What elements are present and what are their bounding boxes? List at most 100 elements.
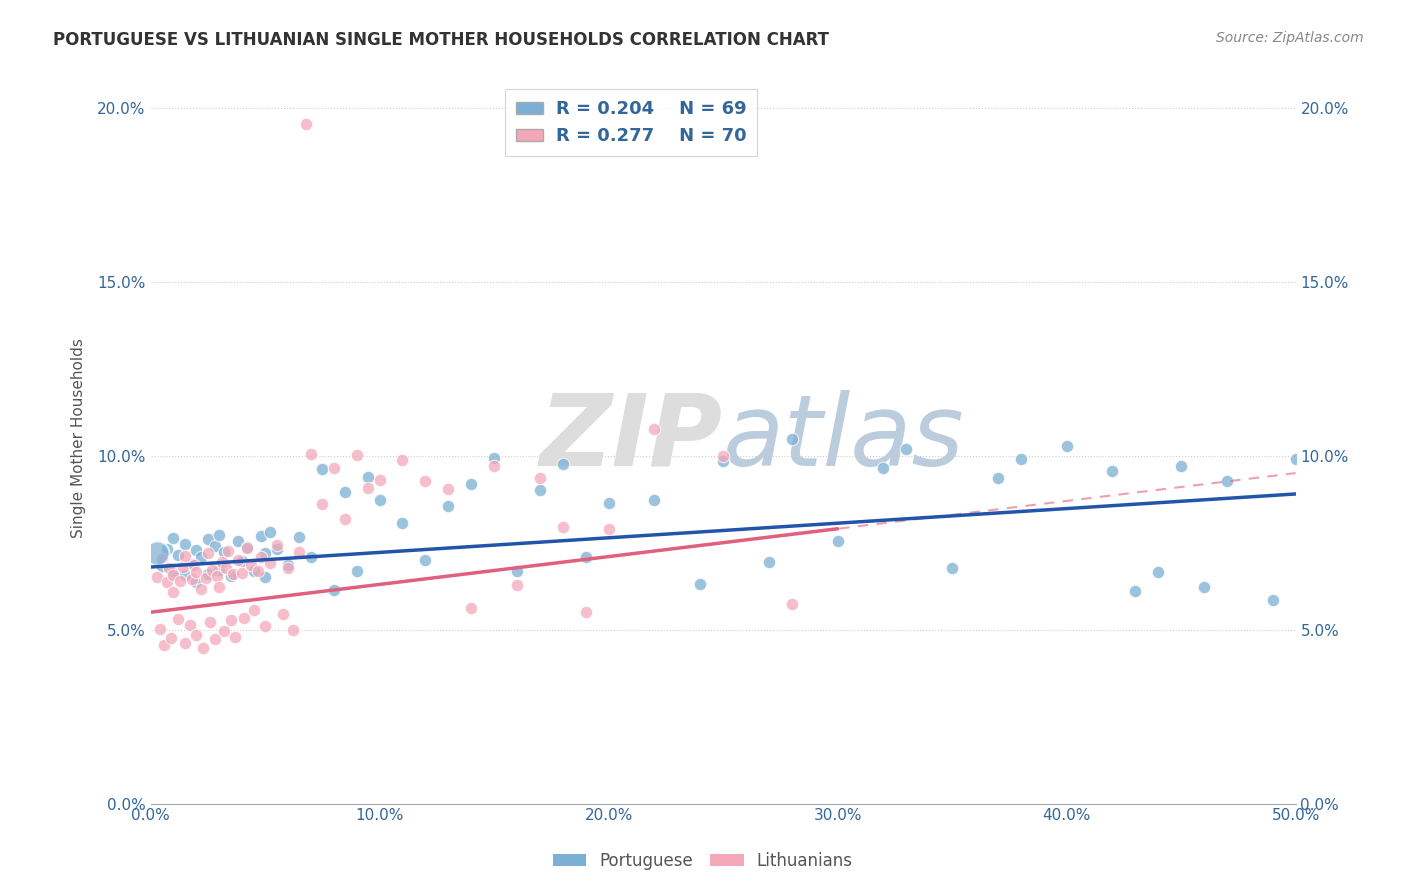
Point xyxy=(368,473,391,487)
Point xyxy=(186,627,208,641)
Point xyxy=(197,532,219,546)
Point xyxy=(190,582,212,596)
Point xyxy=(460,477,482,491)
Point xyxy=(186,543,208,558)
Point xyxy=(150,551,173,566)
Point xyxy=(217,543,239,558)
Point xyxy=(247,565,270,579)
Text: PORTUGUESE VS LITHUANIAN SINGLE MOTHER HOUSEHOLDS CORRELATION CHART: PORTUGUESE VS LITHUANIAN SINGLE MOTHER H… xyxy=(53,31,830,49)
Point xyxy=(506,565,529,579)
Point xyxy=(288,530,311,544)
Point xyxy=(224,630,246,644)
Point xyxy=(194,571,217,585)
Point xyxy=(254,570,277,584)
Point xyxy=(551,457,574,471)
Point xyxy=(242,603,264,617)
Point xyxy=(1101,464,1123,478)
Point xyxy=(249,550,271,565)
Point xyxy=(689,577,711,591)
Point xyxy=(1147,566,1170,580)
Text: ZIP: ZIP xyxy=(540,390,723,487)
Point xyxy=(1010,452,1032,467)
Point xyxy=(254,546,277,560)
Point xyxy=(180,573,202,587)
Point xyxy=(506,578,529,592)
Point xyxy=(335,512,357,526)
Point xyxy=(311,497,333,511)
Point xyxy=(551,520,574,534)
Point xyxy=(169,574,191,588)
Point xyxy=(346,448,368,462)
Point xyxy=(322,583,344,598)
Point xyxy=(212,545,235,559)
Point xyxy=(391,453,413,467)
Point xyxy=(357,482,380,496)
Point xyxy=(827,533,849,548)
Point xyxy=(295,117,318,131)
Point xyxy=(167,548,190,562)
Point xyxy=(231,566,253,581)
Point xyxy=(186,574,208,589)
Point xyxy=(208,528,231,542)
Point xyxy=(299,447,322,461)
Point xyxy=(277,560,299,574)
Point xyxy=(1123,584,1146,599)
Point xyxy=(150,559,173,574)
Point xyxy=(162,585,184,599)
Point xyxy=(780,432,803,446)
Point xyxy=(149,622,172,636)
Point xyxy=(266,541,288,556)
Point xyxy=(162,531,184,545)
Point xyxy=(183,558,205,573)
Point xyxy=(193,640,215,655)
Y-axis label: Single Mother Households: Single Mother Households xyxy=(72,338,86,538)
Point xyxy=(157,561,180,575)
Point xyxy=(208,563,231,577)
Point xyxy=(162,567,184,582)
Point xyxy=(391,516,413,530)
Point xyxy=(222,567,245,582)
Point xyxy=(167,612,190,626)
Point xyxy=(233,611,256,625)
Point xyxy=(643,493,665,508)
Point xyxy=(482,451,505,466)
Point xyxy=(437,482,460,496)
Point xyxy=(1261,592,1284,607)
Point xyxy=(215,561,238,575)
Point xyxy=(259,556,281,570)
Point xyxy=(1056,439,1078,453)
Point xyxy=(335,485,357,500)
Point xyxy=(219,569,242,583)
Point xyxy=(156,575,179,590)
Point xyxy=(299,549,322,564)
Point xyxy=(205,569,228,583)
Point xyxy=(711,454,734,468)
Point xyxy=(153,639,176,653)
Point xyxy=(226,533,249,548)
Point xyxy=(987,471,1010,485)
Point xyxy=(249,529,271,543)
Point xyxy=(146,569,169,583)
Point xyxy=(174,568,197,582)
Point xyxy=(415,553,437,567)
Point xyxy=(368,493,391,508)
Point xyxy=(1192,580,1215,594)
Point xyxy=(273,607,295,621)
Point xyxy=(529,471,551,485)
Point xyxy=(281,623,304,637)
Point xyxy=(160,631,183,645)
Point xyxy=(197,546,219,560)
Point xyxy=(529,483,551,497)
Point xyxy=(242,564,264,578)
Point xyxy=(236,541,259,556)
Point xyxy=(1216,474,1239,488)
Point xyxy=(872,461,894,475)
Point xyxy=(156,541,179,556)
Point xyxy=(437,500,460,514)
Point xyxy=(197,566,219,581)
Point xyxy=(357,469,380,483)
Point xyxy=(219,613,242,627)
Point xyxy=(1284,452,1306,467)
Point xyxy=(896,442,918,457)
Point xyxy=(415,475,437,489)
